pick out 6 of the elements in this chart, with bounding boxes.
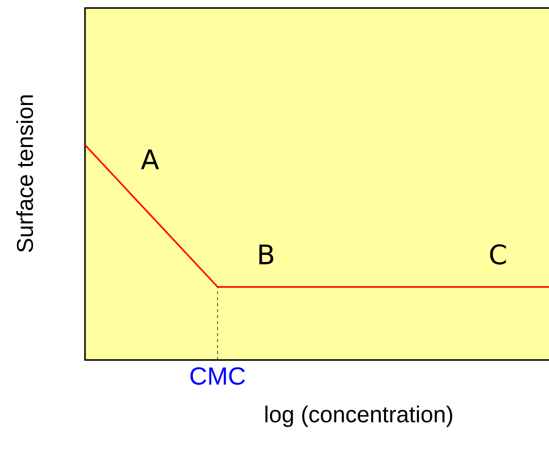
- annotation: C: [490, 244, 506, 265]
- y-axis-title: Surface tension: [16, 95, 34, 252]
- annotation: B: [259, 244, 274, 264]
- x-axis-title: log (concentration): [265, 406, 452, 427]
- annotation: A: [140, 150, 159, 170]
- text: CMC: [190, 367, 245, 385]
